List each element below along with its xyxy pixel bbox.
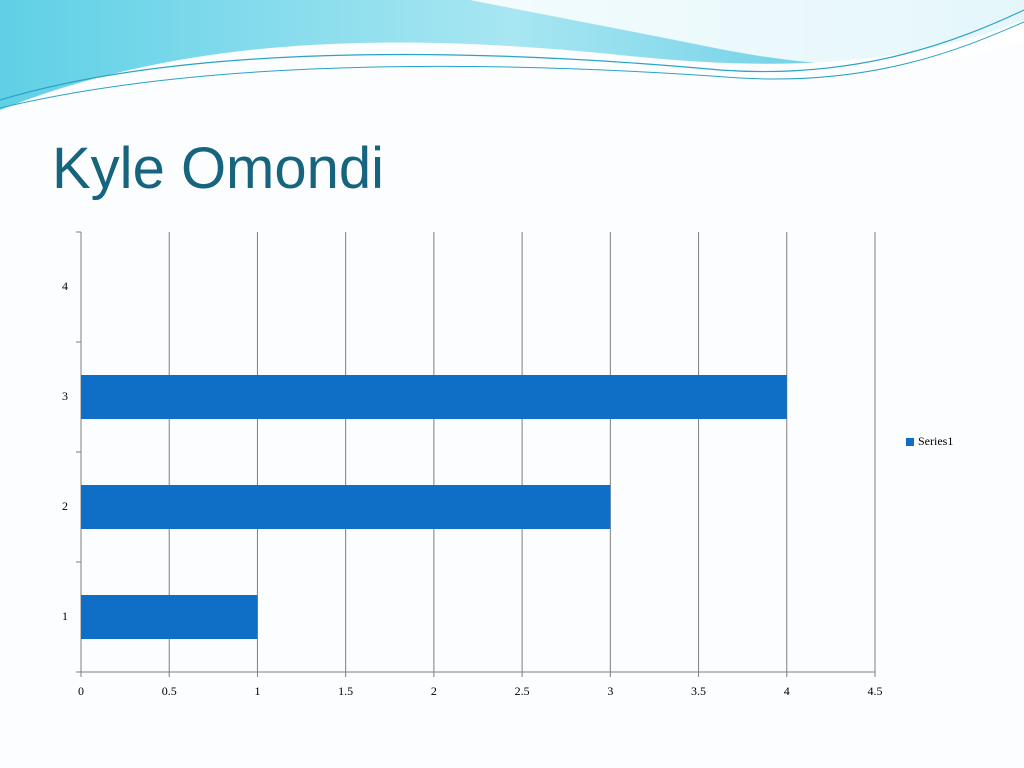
x-tick-label: 2.5	[515, 684, 530, 698]
slide-title: Kyle Omondi	[52, 136, 384, 201]
y-tick-label: 2	[62, 499, 68, 513]
wave-line	[0, 9, 1024, 101]
chart: 0 0.5 1 1.5 2 2.5 3 3.5 4 4.5 1 2 3 4 Series1	[62, 231, 953, 698]
x-tick-label: 1	[254, 684, 260, 698]
bar	[81, 485, 611, 529]
x-tick-label: 1.5	[338, 684, 353, 698]
legend-swatch	[906, 438, 914, 446]
bar	[81, 375, 787, 419]
x-tick-label: 4	[784, 684, 790, 698]
y-tick-label: 1	[62, 609, 68, 623]
x-tick-label: 0.5	[162, 684, 177, 698]
wave-line	[0, 21, 1024, 109]
legend-label: Series1	[918, 434, 953, 448]
bar	[81, 595, 258, 639]
x-tick-label: 4.5	[868, 684, 883, 698]
x-tick-label: 3.5	[691, 684, 706, 698]
x-tick-label: 2	[431, 684, 437, 698]
x-tick-label: 3	[607, 684, 613, 698]
y-tick-label: 4	[62, 279, 68, 293]
y-tick-label: 3	[62, 389, 68, 403]
x-tick-label: 0	[78, 684, 84, 698]
header-wave-light	[470, 0, 1024, 65]
